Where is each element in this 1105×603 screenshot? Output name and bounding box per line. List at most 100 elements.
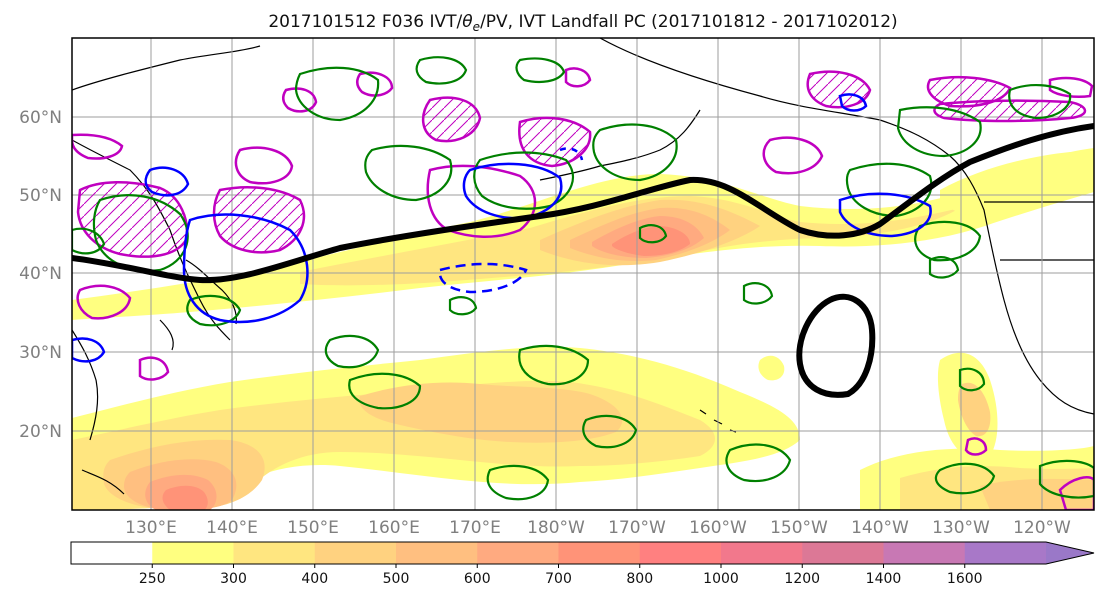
theta-e-contour	[638, 224, 668, 244]
ivt-east-plume-300	[958, 382, 991, 437]
lon-label: 120°W	[1013, 518, 1071, 538]
colorbar-segment	[883, 542, 966, 564]
pv-contour	[1058, 476, 1094, 510]
theta-e-contour	[324, 334, 380, 369]
us-canada-border	[984, 201, 1094, 261]
theta-e-contour	[958, 367, 986, 392]
ivt-subtropics-700	[162, 485, 208, 510]
pv-contour	[426, 164, 537, 238]
theta-e-contour	[1008, 83, 1072, 120]
colorbar-tick-label: 1600	[947, 571, 983, 587]
colorbar-segment	[314, 542, 397, 564]
colorbar-tick-label: 1400	[866, 571, 902, 587]
lon-label: 170°W	[608, 518, 666, 538]
ivt-contour	[182, 213, 309, 324]
theta-e-contour	[294, 66, 380, 122]
lat-label: 60°N	[19, 108, 62, 128]
colorbar-segment	[964, 542, 1047, 564]
map-panel: 60°N 50°N 40°N 30°N 20°N 130°E 140°E 150…	[19, 37, 1095, 538]
colorbar-segment	[721, 542, 803, 564]
colorbar-extension	[1046, 542, 1094, 564]
ivt-contour	[838, 93, 868, 112]
pv-contour	[212, 185, 306, 254]
colorbar-labels: 250 300 400 500 600 700 800 1000 1200 1400 1600	[139, 564, 983, 587]
theta-e-contour	[72, 227, 106, 255]
pv-contour	[964, 437, 988, 456]
lon-label: 150°E	[287, 518, 339, 538]
pv-contour	[76, 284, 132, 320]
theta-e-contour	[186, 294, 242, 327]
ivt-contour	[72, 337, 106, 363]
figure-title: 2017101512 F036 IVT/θe/PV, IVT Landfall …	[268, 12, 897, 34]
colorbar-tick-label: 600	[464, 571, 491, 587]
title-theta-sub: e	[473, 20, 480, 34]
colorbar-tick-label: 800	[626, 571, 653, 587]
theta-e-contour	[914, 220, 982, 262]
lon-label: 140°E	[206, 518, 258, 538]
longitude-labels: 130°E 140°E 150°E 160°E 170°E 180°W 170°…	[125, 518, 1071, 538]
theta-e-contours	[72, 56, 1094, 501]
lon-label: 130°E	[125, 518, 177, 538]
theta-e-contour	[364, 144, 453, 202]
latitude-labels: 60°N 50°N 40°N 30°N 20°N	[19, 108, 62, 442]
title-theta: θ	[462, 12, 473, 32]
lon-label: 150°W	[770, 518, 828, 538]
theta-e-contour	[348, 372, 422, 410]
theta-e-contour	[896, 106, 982, 158]
theta-e-contour	[415, 56, 468, 85]
theta-e-contour	[515, 57, 566, 83]
alaska-coast	[539, 38, 951, 181]
colorbar-segment	[152, 542, 234, 564]
pv-contour	[234, 146, 294, 185]
theta-e-contour	[486, 464, 550, 501]
theta-e-contour	[725, 443, 792, 483]
colorbar-segment	[477, 542, 559, 564]
lon-label: 180°W	[527, 518, 585, 538]
pv-contour	[564, 67, 592, 88]
colorbar-segment	[639, 542, 722, 564]
colorbar-tick-label: 500	[383, 571, 410, 587]
title-prefix: 2017101512 F036 IVT/	[268, 12, 462, 32]
colorbar: 250 300 400 500 600 700 800 1000 1200 1400 1600	[70, 541, 1095, 587]
theta-e-contour	[448, 296, 478, 316]
ivt-line-contours	[72, 93, 932, 363]
theta-e-contour	[1038, 459, 1094, 499]
ivt-south-small	[758, 355, 785, 381]
theta-e-contour	[934, 462, 996, 495]
pv-contour	[356, 71, 394, 97]
pv-contour	[806, 70, 872, 109]
theta-e-contour	[582, 414, 638, 449]
colorbar-tick-label: 400	[301, 571, 328, 587]
pv-contour	[72, 133, 124, 160]
ivt-contour	[144, 166, 190, 197]
theta-e-contour	[518, 344, 590, 386]
colorbar-tick-label: 1200	[784, 571, 820, 587]
landfall-pc-line	[72, 123, 1094, 284]
landfall-pc-loop	[796, 293, 876, 398]
colorbar-tick-label: 700	[545, 571, 572, 587]
pv-contour	[422, 96, 482, 143]
ivt-subtropics-400b	[359, 382, 623, 443]
colorbar-segment	[396, 542, 478, 564]
pv-contour	[138, 356, 170, 381]
theta-e-contour	[928, 256, 960, 279]
colorbar-segment	[71, 542, 153, 564]
lon-label: 140°W	[851, 518, 909, 538]
pv-contour	[1048, 76, 1094, 98]
pv-contour	[282, 87, 318, 113]
ivt-nw-coast-250	[940, 152, 1094, 219]
lat-label: 40°N	[19, 264, 62, 284]
lon-label: 170°E	[449, 518, 501, 538]
ivt-contour	[838, 192, 932, 238]
lat-label: 50°N	[19, 186, 62, 206]
pv-contour	[762, 136, 824, 175]
title-suffix: /PV, IVT Landfall PC (2017101812 - 20171…	[480, 12, 898, 32]
theta-e-contour	[592, 123, 678, 182]
map-frame	[71, 37, 1095, 511]
colorbar-tick-label: 250	[139, 571, 166, 587]
colorbar-segment	[233, 542, 316, 564]
theta-e-contour	[742, 282, 774, 305]
lon-label: 160°W	[689, 518, 747, 538]
lon-label: 130°W	[932, 518, 990, 538]
